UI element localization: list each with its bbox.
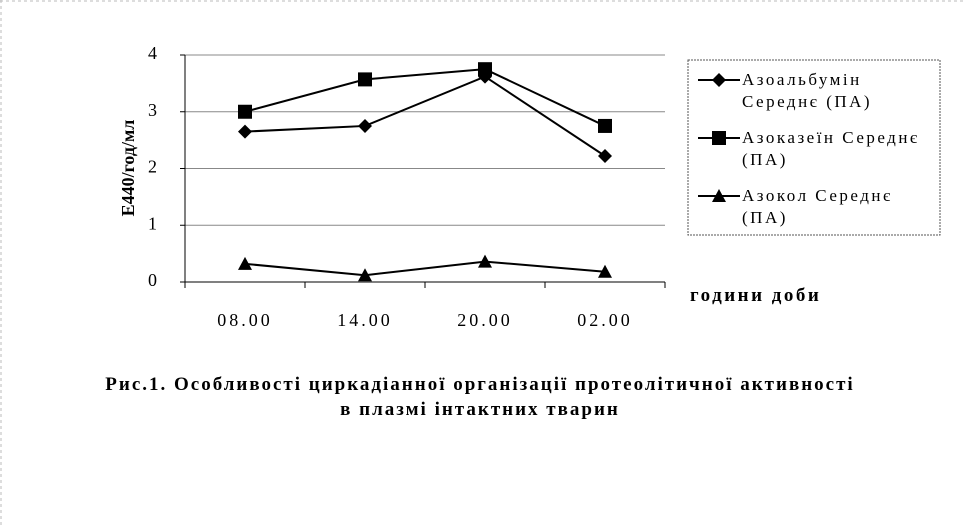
legend-marker: [712, 189, 726, 202]
point: [238, 124, 252, 139]
y-axis-label: Е440/год/мл: [118, 120, 138, 217]
x-axis-label: години доби: [690, 285, 822, 306]
point: [358, 268, 372, 282]
point: [598, 118, 612, 133]
point: [238, 104, 252, 119]
y-tick-label: 0: [148, 270, 157, 290]
point: [478, 254, 492, 268]
x-tick-label: 02.00: [577, 310, 633, 330]
y-tick-label: 1: [148, 213, 157, 233]
point: [598, 264, 612, 278]
legend-label: Азоальбумін Середнє (ПА): [742, 70, 873, 111]
x-tick-label: 14.00: [337, 310, 393, 330]
point: [598, 149, 612, 164]
series-line: [244, 75, 606, 157]
legend-box: [687, 59, 941, 236]
legend-marker: [712, 131, 726, 145]
x-tick-label: 08.00: [217, 310, 273, 330]
series-line: [244, 68, 606, 127]
y-tick-label: 4: [148, 43, 157, 63]
x-tick-label: 20.00: [457, 310, 513, 330]
series-line: [244, 260, 606, 277]
legend-label: Азокол Середнє (ПА): [742, 186, 893, 227]
legend-label: Азоказеїн Середнє (ПА): [742, 128, 920, 169]
point: [358, 118, 372, 133]
caption: Рис.1. Особливості циркадіанної організа…: [105, 374, 855, 420]
point: [478, 62, 492, 77]
y-tick-label: 2: [148, 157, 157, 177]
point: [238, 256, 252, 270]
y-tick-label: 3: [148, 100, 157, 120]
legend-marker: [712, 73, 726, 87]
point: [358, 72, 372, 87]
